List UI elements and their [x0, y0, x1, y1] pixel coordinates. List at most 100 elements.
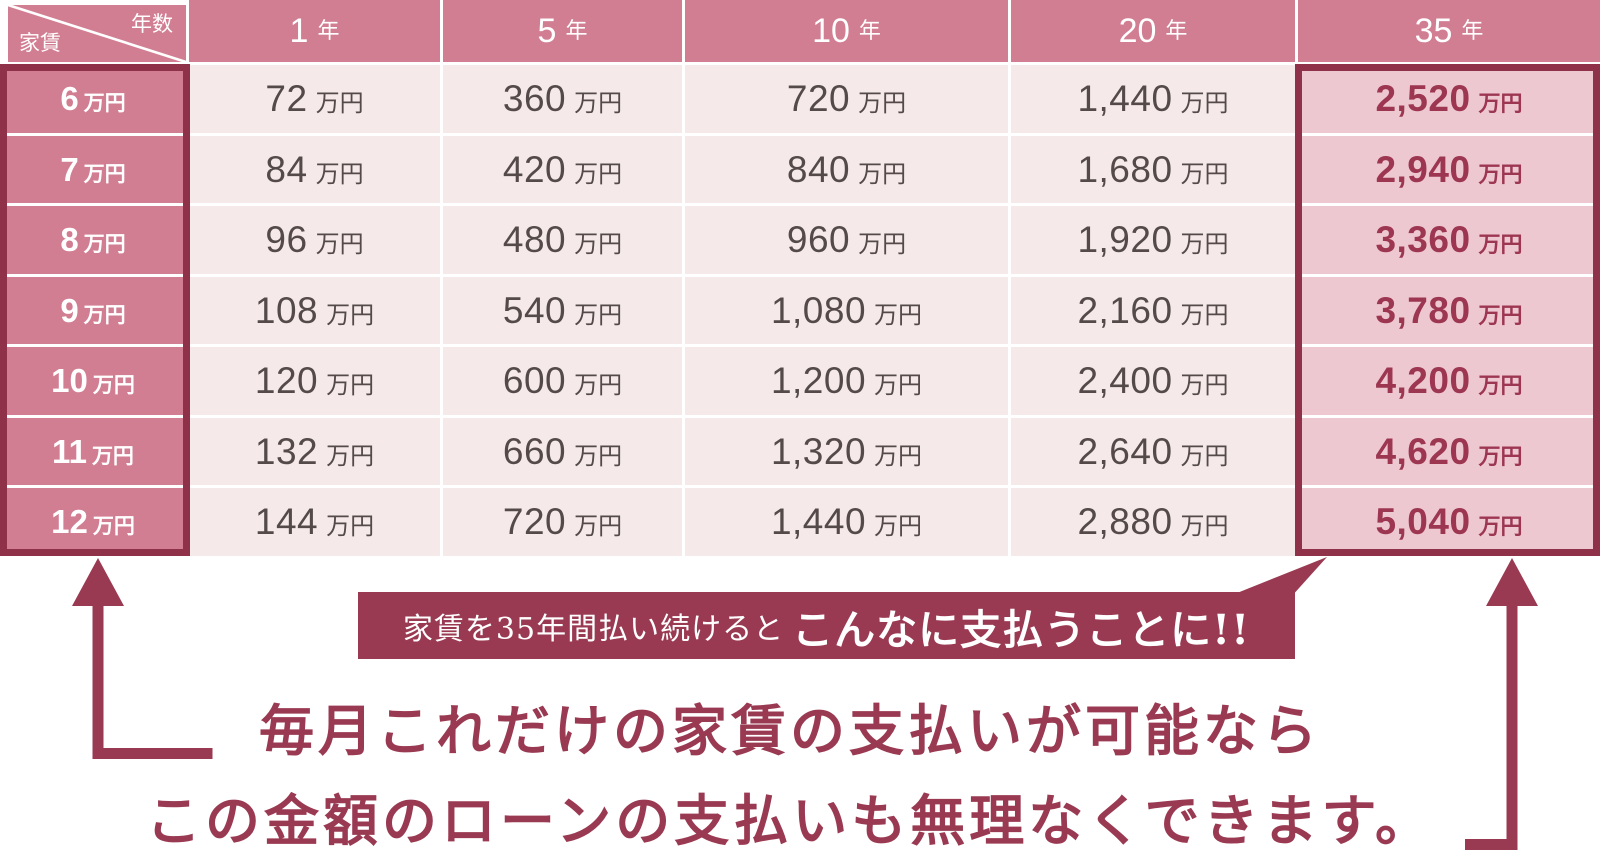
payment-amount: 144	[254, 501, 319, 543]
payment-amount: 1,920	[1077, 219, 1173, 261]
payment-unit: 万円	[1478, 232, 1523, 258]
column-header-number: 35	[1414, 12, 1453, 50]
payment-unit: 万円	[858, 160, 907, 188]
column-header-number: 5	[537, 12, 557, 50]
payment-unit: 万円	[874, 301, 923, 329]
payment-cell-10years: 1,320 万円	[685, 417, 1008, 486]
payment-unit: 万円	[1180, 442, 1229, 470]
column-header-35years: 35 年	[1298, 0, 1600, 62]
payment-cell-20years: 2,880 万円	[1011, 488, 1295, 556]
rent-unit: 万円	[83, 92, 126, 115]
payment-unit: 万円	[326, 513, 375, 541]
payment-cell-5years: 480 万円	[443, 206, 682, 274]
payment-unit: 万円	[315, 231, 364, 259]
payment-amount: 3,780	[1375, 289, 1471, 331]
column-header-number: 10	[812, 12, 850, 50]
rent-row-header: 6 万円	[0, 65, 186, 133]
payment-unit: 万円	[1478, 161, 1523, 187]
callout-banner: 家賃を35年間払い続けると こんなに支払うことに!!	[358, 557, 1327, 659]
payment-amount: 4,620	[1375, 430, 1471, 472]
payment-cell-1year: 144 万円	[189, 488, 440, 556]
payment-cell-35years-highlighted: 2,940 万円	[1298, 135, 1600, 204]
payment-unit: 万円	[315, 160, 364, 188]
payment-amount: 132	[254, 430, 319, 472]
rent-amount: 9	[60, 291, 79, 329]
caption-line-1: 毎月これだけの家賃の支払いが可能なら	[258, 698, 1321, 763]
payment-unit: 万円	[574, 301, 623, 329]
rent-amount: 11	[52, 432, 87, 470]
rent-row-header: 8 万円	[0, 206, 186, 274]
payment-unit: 万円	[1478, 514, 1523, 540]
payment-cell-1year: 120 万円	[189, 347, 440, 415]
payment-unit: 万円	[874, 513, 923, 541]
payment-unit: 万円	[326, 442, 375, 470]
payment-amount: 2,160	[1077, 289, 1173, 331]
callout-lead-text: 家賃を35年間払い続けると	[402, 611, 785, 647]
rent-row-header: 10 万円	[0, 347, 186, 415]
payment-amount: 3,360	[1375, 219, 1471, 261]
payment-unit: 万円	[1478, 91, 1523, 116]
payment-cell-1year: 132 万円	[189, 417, 440, 486]
payment-cell-10years: 1,440 万円	[685, 488, 1008, 556]
corner-label-years: 年数	[131, 13, 173, 36]
left-up-arrow	[72, 558, 213, 759]
payment-unit: 万円	[1478, 302, 1523, 328]
column-header-20years: 20 年	[1011, 0, 1295, 62]
payment-unit: 万円	[1478, 443, 1523, 469]
payment-amount: 1,440	[770, 501, 867, 543]
payment-unit: 万円	[1180, 513, 1229, 541]
payment-cell-1year: 96 万円	[189, 206, 440, 274]
payment-unit: 万円	[1180, 301, 1229, 329]
payment-cell-5years: 660 万円	[443, 417, 682, 486]
column-header-5years: 5 年	[443, 0, 682, 62]
payment-amount: 1,680	[1077, 148, 1173, 190]
payment-amount: 1,200	[770, 360, 867, 402]
payment-amount: 2,520	[1375, 78, 1471, 119]
payment-unit: 万円	[574, 231, 623, 259]
payment-cell-1year: 84 万円	[189, 135, 440, 204]
payment-amount: 840	[786, 148, 851, 190]
payment-cell-5years: 540 万円	[443, 276, 682, 345]
rent-row-header: 9 万円	[0, 276, 186, 345]
column-header-number: 1	[289, 12, 309, 50]
payment-cell-5years: 600 万円	[443, 347, 682, 415]
payment-amount: 120	[254, 360, 319, 402]
corner-label-rent: 家賃	[19, 32, 61, 55]
payment-unit: 万円	[574, 160, 623, 188]
payment-unit: 万円	[1180, 160, 1229, 188]
payment-unit: 万円	[326, 372, 375, 400]
payment-amount: 360	[502, 78, 567, 119]
payment-unit: 万円	[574, 90, 623, 117]
rent-amount: 10	[51, 362, 88, 400]
diagonal-divider	[8, 5, 186, 62]
rent-unit: 万円	[83, 162, 126, 186]
payment-amount: 84	[265, 148, 308, 190]
payment-amount: 2,940	[1375, 148, 1471, 190]
payment-amount: 1,440	[1077, 78, 1173, 119]
payment-cell-20years: 1,680 万円	[1011, 135, 1295, 204]
corner-header-cell: 年数 家賃	[8, 5, 186, 62]
rent-unit: 万円	[83, 233, 126, 257]
payment-unit: 万円	[315, 90, 364, 117]
payment-amount: 96	[265, 219, 308, 261]
callout-tail-pointer	[1237, 557, 1327, 593]
payment-cell-20years: 1,920 万円	[1011, 206, 1295, 274]
payment-unit: 万円	[874, 442, 923, 470]
payment-cell-5years: 720 万円	[443, 488, 682, 556]
column-header-1year: 1 年	[189, 0, 440, 62]
rent-unit: 万円	[83, 303, 126, 327]
payment-amount: 1,080	[770, 289, 867, 331]
payment-cell-20years: 2,640 万円	[1011, 417, 1295, 486]
payment-amount: 540	[502, 289, 567, 331]
payment-cell-35years-highlighted: 4,200 万円	[1298, 347, 1600, 415]
payment-amount: 720	[502, 501, 567, 543]
payment-amount: 600	[502, 360, 567, 402]
column-header-unit: 年	[317, 18, 340, 43]
payment-cell-1year: 108 万円	[189, 276, 440, 345]
rent-amount: 8	[60, 221, 79, 259]
payment-cell-10years: 840 万円	[685, 135, 1008, 204]
column-header-unit: 年	[858, 18, 881, 43]
payment-amount: 420	[502, 148, 567, 190]
payment-cell-10years: 1,080 万円	[685, 276, 1008, 345]
